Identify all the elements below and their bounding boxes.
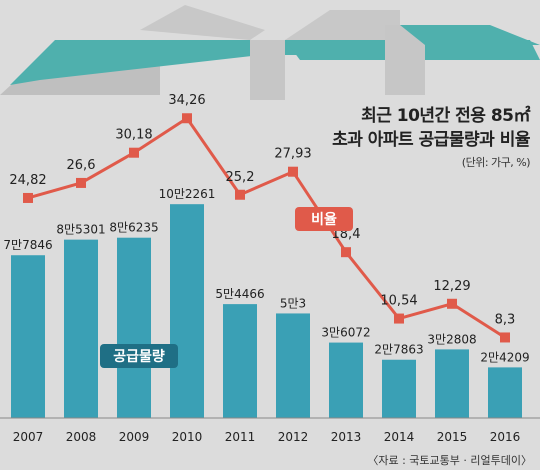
- ratio-point-2013: [341, 247, 351, 258]
- bar-label-2009: 8만6235: [109, 221, 158, 235]
- bar-label-2011: 5만4466: [215, 287, 264, 301]
- x-tick-2015: 2015: [437, 430, 468, 444]
- ratio-label-2008: 26,6: [67, 158, 96, 173]
- ratio-legend-badge: [295, 207, 353, 231]
- chart-title-line-1: 최근 10년간 전용 85㎡: [361, 106, 530, 126]
- ratio-point-2016: [500, 332, 510, 343]
- bar-label-2012: 5만3: [280, 296, 306, 310]
- x-tick-2012: 2012: [278, 430, 309, 444]
- ratio-label-2014: 10,54: [380, 294, 417, 309]
- ratio-point-2008: [76, 177, 86, 188]
- x-tick-2009: 2009: [119, 430, 150, 444]
- bar-label-2008: 8만5301: [56, 223, 105, 237]
- chart-title-line-2: 초과 아파트 공급물량과 비율: [332, 130, 530, 150]
- ratio-label-2011: 25,2: [226, 170, 255, 185]
- bar-2015: [435, 349, 469, 418]
- x-tick-2010: 2010: [172, 430, 203, 444]
- x-tick-2008: 2008: [66, 430, 97, 444]
- ratio-point-2011: [235, 189, 245, 200]
- ratio-point-2007: [23, 192, 33, 203]
- bar-2008: [64, 239, 98, 418]
- x-tick-2016: 2016: [490, 430, 521, 444]
- ratio-label-2016: 8,3: [495, 312, 516, 327]
- bar-2013: [329, 342, 363, 418]
- ratio-label-2010: 34,26: [168, 93, 205, 108]
- x-tick-2007: 2007: [13, 430, 44, 444]
- bar-2007: [11, 255, 45, 418]
- ratio-label-2007: 24,82: [9, 173, 46, 188]
- bar-2012: [276, 313, 310, 418]
- x-tick-2014: 2014: [384, 430, 415, 444]
- bar-2011: [223, 304, 257, 418]
- bar-2014: [382, 359, 416, 418]
- house-roof-illustration: [0, 5, 540, 100]
- bar-2016: [488, 367, 522, 418]
- bar-2009: [117, 237, 151, 418]
- ratio-point-2010: [182, 113, 192, 124]
- bar-label-2014: 2만7863: [374, 343, 423, 357]
- x-tick-2011: 2011: [225, 430, 256, 444]
- ratio-label-2012: 27,93: [274, 147, 311, 162]
- ratio-point-2014: [394, 313, 404, 324]
- ratio-point-2009: [129, 147, 139, 158]
- supply-legend-badge: [100, 344, 178, 368]
- chart-source: 〈자료 : 국토교통부 · 리얼투데이〉: [367, 454, 532, 467]
- chart-title-block: 최근 10년간 전용 85㎡ 초과 아파트 공급물량과 비율 (단위: 가구, …: [332, 104, 530, 170]
- ratio-line: [27, 116, 506, 339]
- bar-label-2007: 7만7846: [3, 238, 52, 252]
- bar-label-2015: 3만2808: [427, 332, 476, 346]
- bar-label-2016: 2만4209: [480, 350, 529, 364]
- bar-label-2013: 3만6072: [321, 326, 370, 340]
- ratio-point-2015: [447, 298, 457, 309]
- ratio-label-2015: 12,29: [433, 279, 470, 294]
- ratio-point-2012: [288, 166, 298, 177]
- x-tick-2013: 2013: [331, 430, 362, 444]
- bar-2010: [170, 204, 204, 418]
- ratio-legend-label: 비율: [311, 211, 337, 228]
- bar-label-2010: 10만2261: [159, 187, 216, 201]
- chart-unit: (단위: 가구, %): [461, 156, 531, 169]
- supply-legend-label: 공급물량: [113, 349, 165, 365]
- ratio-label-2009: 30,18: [115, 128, 152, 143]
